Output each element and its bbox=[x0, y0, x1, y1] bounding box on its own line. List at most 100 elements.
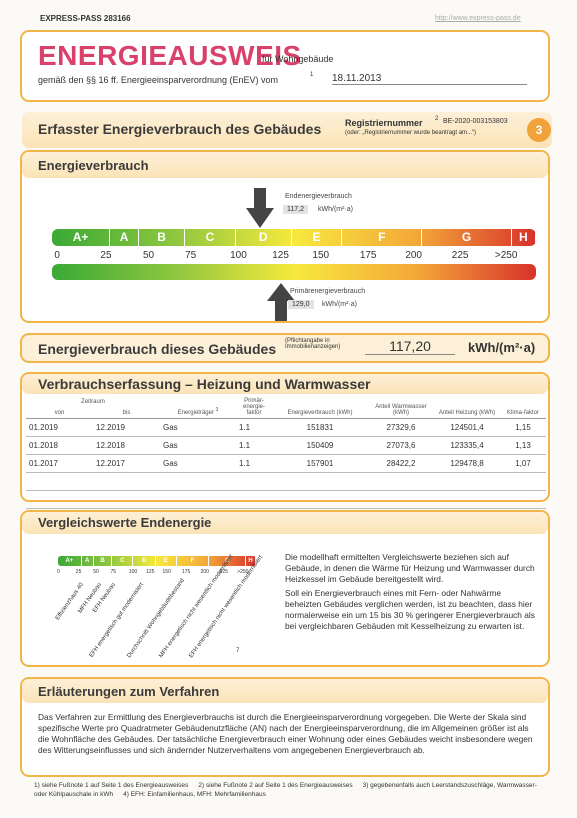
footnote: 1) siehe Fußnote 1 auf Seite 1 des Energ… bbox=[34, 782, 189, 789]
scale-tick: 200 bbox=[200, 569, 209, 575]
table-cell: 01.2019 bbox=[26, 418, 93, 437]
header-cell: Energieverbrauch (kWh) bbox=[272, 396, 368, 419]
table-body: 01.2019 12.2019 Gas 1.1 151831 27329,6 124501,… bbox=[26, 418, 546, 473]
scale-tick: 125 bbox=[146, 569, 155, 575]
explanation-text: Das Verfahren zur Ermittlung des Energie… bbox=[38, 712, 533, 755]
scale-tick: >250 bbox=[494, 250, 518, 261]
small-scale: A+ A B C D E F G H bbox=[58, 556, 256, 566]
scale-tick: 175 bbox=[181, 569, 191, 575]
table-cell: 28422,2 bbox=[368, 454, 434, 473]
table-cell: Gas bbox=[160, 436, 236, 455]
table-row: 01.2018 12.2018 Gas 1.1 150409 27073,6 123335,… bbox=[26, 436, 546, 455]
table-cell: 12.2018 bbox=[93, 436, 160, 455]
scale-tick: 0 bbox=[54, 250, 60, 261]
class-scale: A+ A B C D E F G H bbox=[52, 229, 536, 246]
date: 18.11.2013 bbox=[332, 73, 527, 85]
document-id: EXPRESS-PASS 283166 bbox=[40, 14, 131, 23]
end-unit: kWh/(m²·a) bbox=[318, 206, 353, 213]
energy-class: B bbox=[94, 556, 113, 566]
footnote: 2) siehe Fußnote 2 auf Seite 1 des Energ… bbox=[198, 782, 353, 789]
section-band bbox=[22, 112, 552, 148]
end-label: Endenergieverbrauch bbox=[285, 193, 352, 200]
building-note: (Pflichtangabe in Immobilienanzeigen) bbox=[285, 338, 341, 350]
primary-value: 129,0 bbox=[288, 300, 314, 309]
scale-tick: 100 bbox=[230, 250, 247, 261]
table-row: 01.2017 12.2017 Gas 1.1 157901 28422,2 129478,… bbox=[26, 454, 546, 473]
table-cell: 1.1 bbox=[236, 418, 272, 437]
comparison-text: Die modellhaft ermittelten Vergleichswer… bbox=[285, 552, 535, 584]
comparison-note: 7 bbox=[236, 648, 240, 654]
table-cell: 1.1 bbox=[236, 454, 272, 473]
reg-hint: (oder: „Registriernummer wurde beantragt… bbox=[345, 130, 477, 136]
header-cell: bis bbox=[93, 406, 160, 419]
energy-class: A+ bbox=[58, 556, 82, 566]
footnote: 4) EFH: Einfamilienhaus, MFH: Mehrfamili… bbox=[123, 791, 266, 798]
table-cell: 12.2019 bbox=[93, 418, 160, 437]
energy-class: A+ bbox=[52, 229, 111, 246]
energy-class: H bbox=[246, 556, 256, 566]
energy-class: B bbox=[139, 229, 186, 246]
primary-unit: kWh/(m²·a) bbox=[322, 301, 357, 308]
header-note: 3 bbox=[215, 407, 219, 413]
primary-label: Primärenergieverbrauch bbox=[290, 288, 366, 295]
table-cell: 151831 bbox=[272, 418, 368, 437]
scale-tick: 25 bbox=[100, 250, 112, 261]
comparison-box bbox=[20, 510, 550, 667]
energy-class: F bbox=[177, 556, 210, 566]
energy-class: A bbox=[110, 229, 140, 246]
explanation-band bbox=[22, 679, 548, 703]
scale-tick: 125 bbox=[272, 250, 289, 261]
header-cell: Anteil Heizung (kWh) bbox=[434, 396, 500, 419]
energy-class: C bbox=[112, 556, 134, 566]
reg-number: BE-2020-003153803 bbox=[443, 118, 508, 125]
energy-class: D bbox=[133, 556, 156, 566]
reg-label: Registriernummer bbox=[345, 118, 423, 128]
table-cell: 1,13 bbox=[500, 436, 546, 455]
header-cell: von bbox=[26, 406, 93, 419]
scale-tick: 75 bbox=[110, 569, 116, 575]
header-cell: Klima-faktor bbox=[500, 396, 546, 419]
table-row: 01.2019 12.2019 Gas 1.1 151831 27329,6 124501,… bbox=[26, 418, 546, 437]
legal-basis: gemäß den §§ 16 ff. Energieeinsparverord… bbox=[38, 75, 278, 85]
table-cell: Gas bbox=[160, 418, 236, 437]
title-suffix: für Wohngebäude bbox=[262, 54, 334, 64]
table-cell: 01.2017 bbox=[26, 454, 93, 473]
scale-tick: 25 bbox=[75, 569, 82, 575]
table-cell: 1,15 bbox=[500, 418, 546, 437]
end-value: 117,2 bbox=[283, 205, 308, 214]
reg-note: 2 bbox=[435, 116, 439, 122]
energy-class: D bbox=[236, 229, 292, 246]
title: ENERGIEAUSWEIS bbox=[38, 40, 302, 71]
scale-tick: 200 bbox=[405, 250, 422, 261]
comparison-text: Soll ein Energieverbrauch eines mit Fern… bbox=[285, 588, 535, 631]
consumption-title: Verbrauchserfassung – Heizung und Warmwa… bbox=[38, 376, 371, 392]
consumption-table: Zeitraum Energieträger 3 Primär-energie-… bbox=[26, 396, 546, 509]
table-cell: 124501,4 bbox=[434, 418, 500, 437]
section-title: Erfasster Energieverbrauch des Gebäudes bbox=[38, 121, 322, 137]
title-box bbox=[20, 30, 550, 102]
arrow-up bbox=[267, 283, 295, 321]
header-cell: Zeitraum bbox=[81, 398, 105, 405]
footnote-ref: 1 bbox=[310, 72, 314, 78]
table-cell: 157901 bbox=[272, 454, 368, 473]
blank-row bbox=[26, 472, 546, 491]
table-cell: 01.2018 bbox=[26, 436, 93, 455]
building-label: Energieverbrauch dieses Gebäudes bbox=[38, 341, 277, 357]
energy-class: A bbox=[82, 556, 94, 566]
blank-row bbox=[26, 490, 546, 509]
header-cell: Energieträger 3 bbox=[160, 396, 236, 419]
header-cell: Primär-energie-faktor bbox=[236, 396, 272, 419]
table-cell: 150409 bbox=[272, 436, 368, 455]
scale-tick: 175 bbox=[359, 250, 377, 261]
energy-band bbox=[22, 152, 548, 178]
comparison-title: Vergleichswerte Endenergie bbox=[38, 515, 212, 530]
table-cell: 1,07 bbox=[500, 454, 546, 473]
scale-tick: 50 bbox=[142, 250, 155, 261]
page-badge: 3 bbox=[527, 118, 551, 142]
footnote: 3) gegebenenfalls auch Leerstandszuschlä… bbox=[34, 782, 537, 798]
scale-tick: 225 bbox=[219, 569, 228, 575]
building-unit: kWh/(m²·a) bbox=[468, 340, 536, 355]
scale-tick: 100 bbox=[128, 569, 138, 575]
energy-class: E bbox=[156, 556, 177, 566]
